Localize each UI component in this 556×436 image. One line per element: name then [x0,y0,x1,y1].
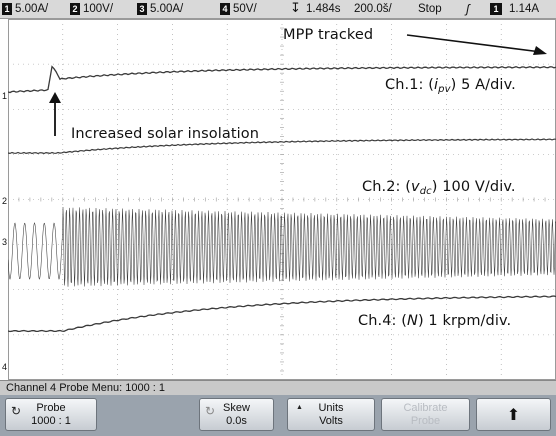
channel-2-marker[interactable]: 2 [2,196,8,206]
ch2-annotation: Ch.2: (vdc) 100 V/div. [362,179,516,197]
menu-triangle-icon: ▲ [296,404,303,411]
trigger-position-icon: ↧ [290,0,301,15]
ch4-annotation-suffix: ) 1 krpm/div. [417,313,512,329]
ch2-annotation-suffix: ) 100 V/div. [431,179,516,195]
ch3-trace [8,138,556,155]
channel-1-badge: 1 [2,3,12,15]
mpp-arrow-icon [406,34,547,55]
channel-3-marker[interactable]: 3 [2,237,8,247]
trigger-level-value: 1.14A [509,3,540,15]
time-position[interactable]: 1.484s [306,3,341,15]
channel-2-scale[interactable]: 2 100V/ [70,2,113,16]
channel-3-scale-value: 5.00A/ [150,3,184,15]
calibrate-value: Probe [410,415,441,427]
channel-2-badge: 2 [70,3,80,15]
run-state[interactable]: Stop [418,3,442,15]
time-per-division[interactable]: 200.0š/ [354,3,392,15]
menu-title: Channel 4 Probe Menu: 1000 : 1 [6,382,166,394]
calibrate-label: Calibrate [403,402,448,414]
cycle-icon: ↻ [11,404,22,418]
units-value: Volts [319,415,343,427]
probe-label: Probe [36,402,66,414]
cycle-icon: ↻ [205,404,216,418]
up-arrow-icon: ⬆ [506,407,521,424]
ch1-annotation-suffix: ) 5 A/div. [450,77,516,93]
channel-3-badge: 3 [137,3,147,15]
probe-value: 1000 : 1 [31,415,71,427]
menu-title-bar: Channel 4 Probe Menu: 1000 : 1 [0,380,556,395]
trigger-level[interactable]: 1 1.14A [490,2,539,16]
up-arrow-softkey[interactable]: ⬆ [476,398,551,431]
ch1-annotation-var: i [434,77,439,93]
channel-2-scale-value: 100V/ [83,3,114,15]
skew-value: 0.0s [226,415,247,427]
units-label: Units [318,402,344,414]
mpp-annotation: MPP tracked [283,27,374,43]
ch4-annotation-var: N [407,313,418,329]
channel-1-marker[interactable]: 1 [2,91,8,101]
skew-softkey[interactable]: ↻ Skew 0.0s [199,398,274,431]
ch1-trace [8,65,556,94]
units-softkey[interactable]: ▲ Units Volts [287,398,375,431]
channel-3-scale[interactable]: 3 5.00A/ [137,2,183,16]
ch4-annotation-prefix: Ch.4: ( [358,313,408,329]
channel-4-badge: 4 [220,3,230,15]
softkey-row: ↻ Probe 1000 : 1 ↻ Skew 0.0s ▲ Units Vol… [0,395,556,436]
ch2-trace [8,206,556,287]
ch4-annotation: Ch.4: (N) 1 krpm/div. [358,313,511,329]
calibrate-probe-softkey[interactable]: Calibrate Probe [381,398,470,431]
channel-4-scale-value: 50V/ [233,3,257,15]
channel-4-scale[interactable]: 4 50V/ [220,2,257,16]
trigger-channel-badge: 1 [490,3,502,15]
channel-4-marker[interactable]: 4 [2,362,8,372]
channel-1-scale-value: 5.00A/ [15,3,49,15]
ch2-annotation-prefix: Ch.2: ( [362,179,412,195]
status-bar: 1 5.00A/ 2 100V/ 3 5.00A/ 4 50V/ ↧ 1.484s 20… [0,0,556,19]
ch1-annotation-prefix: Ch.1: ( [385,77,435,93]
ch1-annotation: Ch.1: (ipv) 5 A/div. [385,77,516,95]
insolation-arrow-icon [49,92,61,136]
ch1-annotation-sub: pv [438,84,451,95]
graticule [8,19,556,380]
channel-1-scale[interactable]: 1 5.00A/ [2,2,48,16]
rising-edge-icon: ʃ [466,2,470,16]
waveform-display [8,19,556,380]
ch4-trace [8,295,556,333]
ch2-annotation-sub: dc [419,186,432,197]
insolation-annotation: Increased solar insolation [71,126,260,142]
skew-label: Skew [223,402,250,414]
probe-softkey[interactable]: ↻ Probe 1000 : 1 [5,398,97,431]
ch2-annotation-var: v [411,179,420,195]
